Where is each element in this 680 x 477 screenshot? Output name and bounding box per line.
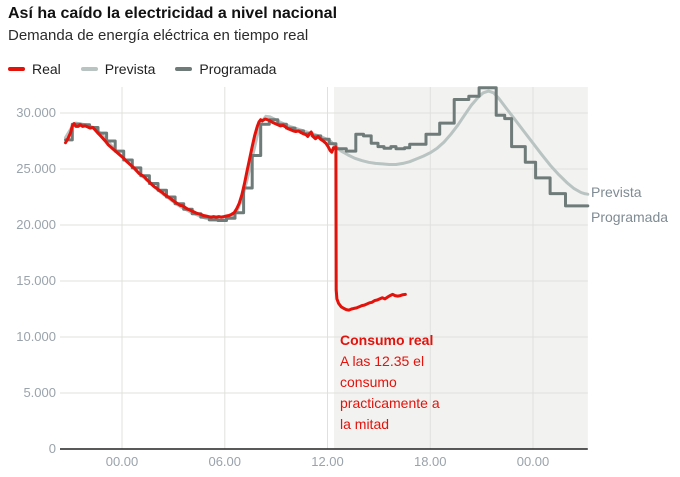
- legend-label-real: Real: [32, 61, 61, 77]
- callout-line: la mitad: [340, 416, 390, 432]
- y-tick-label: 10.000: [16, 328, 56, 344]
- x-tick-label: 00.00: [105, 454, 139, 469]
- legend-swatch-real-icon: [8, 67, 25, 71]
- legend-label-prevista: Prevista: [104, 61, 156, 77]
- y-tick-label: 0: [48, 441, 56, 456]
- legend-item-real: Real: [8, 61, 61, 77]
- y-tick-label: 30.000: [16, 104, 56, 120]
- legend-swatch-prevista-icon: [80, 67, 98, 71]
- y-tick-label: 20.000: [16, 216, 56, 232]
- x-tick-label: 06.00: [208, 454, 242, 469]
- series-line-real: [64, 117, 407, 312]
- y-tick-label: 5.000: [23, 384, 56, 400]
- callout-consumo-real: Consumo real A las 12.35 el consumo prac…: [340, 330, 465, 435]
- line-label-prevista: Prevista: [591, 184, 642, 200]
- page-title: Así ha caído la electricidad a nivel nac…: [8, 5, 338, 22]
- x-tick-label: 12.00: [311, 454, 344, 469]
- forecast-shade-region: [334, 87, 588, 449]
- legend-item-programada: Programada: [175, 61, 276, 77]
- callout-line: A las 12.35 el: [340, 353, 425, 369]
- legend-label-programada: Programada: [199, 61, 277, 77]
- legend-item-prevista: Prevista: [80, 61, 156, 77]
- y-tick-label: 25.000: [16, 160, 56, 176]
- x-tick-label: 18.00: [413, 454, 447, 469]
- legend: Real Prevista Programada: [8, 61, 276, 77]
- callout-line: practicamente a: [340, 395, 440, 411]
- y-tick-label: 15.000: [16, 272, 56, 288]
- legend-swatch-programada-icon: [175, 67, 193, 71]
- callout-title: Consumo real: [340, 332, 434, 348]
- x-tick-label: 00.00: [516, 454, 550, 469]
- line-label-programada: Programada: [591, 209, 669, 225]
- page-subtitle: Demanda de energía eléctrica en tiempo r…: [8, 27, 309, 44]
- callout-line: consumo: [340, 374, 397, 390]
